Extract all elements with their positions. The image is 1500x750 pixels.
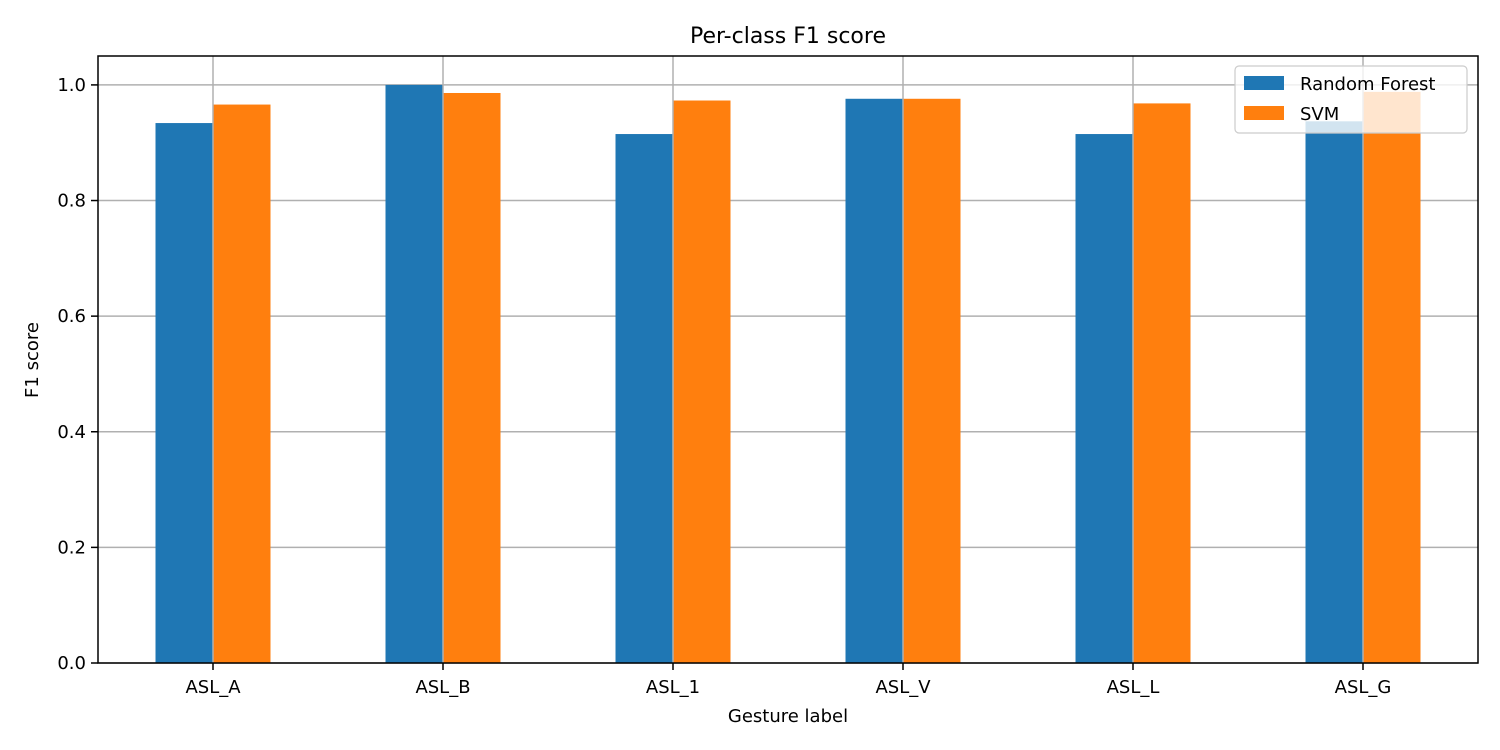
y-tick-label: 0.8 <box>57 191 86 212</box>
y-tick-label: 0.0 <box>57 653 86 674</box>
x-tick-label: ASL_A <box>185 677 241 698</box>
bars-layer <box>155 84 1421 664</box>
vgrid-layer <box>212 56 1364 663</box>
y-tick-label: 1.0 <box>57 75 86 96</box>
bar-svm-asl_g <box>1363 91 1421 663</box>
bar-random-forest-asl_v <box>845 98 903 663</box>
legend-swatch-random-forest <box>1244 76 1284 90</box>
x-tick-label: ASL_G <box>1335 677 1392 698</box>
x-axis: ASL_A ASL_B ASL_1 ASL_V ASL_L ASL_G <box>185 663 1391 698</box>
x-tick-label: ASL_B <box>415 677 470 698</box>
x-tick-label: ASL_L <box>1107 677 1160 698</box>
y-tick-label: 0.4 <box>57 422 86 443</box>
grid-layer <box>98 84 1478 664</box>
bar-svm-asl_1 <box>673 100 731 664</box>
bar-svm-asl_l <box>1133 103 1191 663</box>
legend: Random Forest SVM <box>1234 65 1468 134</box>
y-tick-label: 0.2 <box>57 537 86 558</box>
chart-title: Per-class F1 score <box>690 24 886 49</box>
x-axis-label: Gesture label <box>728 706 848 727</box>
legend-box <box>1234 65 1468 134</box>
y-tick-label: 0.6 <box>57 306 86 327</box>
bar-svm-asl_b <box>443 92 501 663</box>
y-axis: 0.0 0.2 0.4 0.6 0.8 1.0 <box>57 75 98 674</box>
bar-random-forest-asl_a <box>155 123 213 664</box>
y-axis-label: F1 score <box>22 322 43 398</box>
bar-svm-asl_a <box>213 104 271 663</box>
plot-frame <box>97 55 1479 664</box>
legend-label-svm: SVM <box>1300 104 1339 125</box>
bar-random-forest-asl_l <box>1075 134 1133 664</box>
bar-random-forest-asl_b <box>385 84 443 663</box>
legend-swatch-svm <box>1244 106 1284 120</box>
x-tick-label: ASL_1 <box>646 677 700 698</box>
x-tick-label: ASL_V <box>875 677 931 698</box>
bar-random-forest-asl_g <box>1305 121 1363 663</box>
legend-label-random-forest: Random Forest <box>1300 74 1435 95</box>
bar-random-forest-asl_1 <box>615 134 673 664</box>
bar-svm-asl_v <box>903 98 961 663</box>
